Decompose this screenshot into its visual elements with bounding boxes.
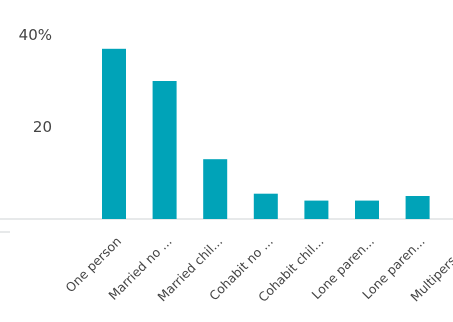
y-axis-ticks: 40% 20 [19,26,52,136]
bar-1 [152,81,177,219]
bar-5 [355,200,379,219]
bar-0 [102,48,126,219]
bar-series [102,48,430,219]
bar-3 [253,193,278,219]
bar-2 [203,159,228,219]
y-tick-label: 20 [33,118,52,136]
bar-6 [405,196,430,219]
y-tick-label: 40% [19,26,52,44]
bar-4 [304,200,329,219]
